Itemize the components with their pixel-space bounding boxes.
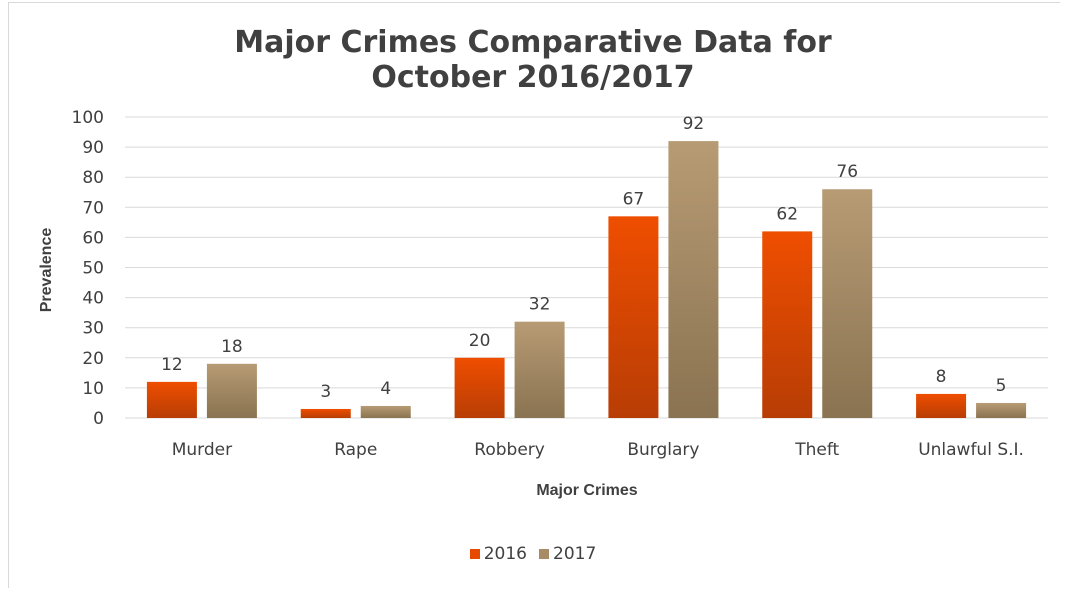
chart-title-line-2: October 2016/2017: [371, 60, 695, 95]
gridlines: [125, 116, 1048, 419]
category-label: Rape: [334, 440, 377, 460]
x-axis-title: Major Crimes: [536, 482, 637, 499]
data-label: 8: [936, 367, 947, 387]
category-label: Robbery: [474, 440, 545, 460]
data-label: 32: [529, 295, 551, 315]
legend-swatch-2016: [469, 549, 480, 559]
category-label: Theft: [794, 440, 839, 460]
y-tick-label: 80: [82, 168, 104, 188]
category-label: Murder: [172, 440, 232, 460]
y-axis-ticks: 0 10 20 30 40 50 60 70 80 90 100: [72, 108, 104, 429]
data-label: 62: [776, 204, 798, 224]
legend-item-2016: 2016: [469, 544, 527, 564]
legend-label-2016: 2016: [483, 544, 527, 564]
legend-label-2017: 2017: [553, 544, 597, 564]
y-tick-label: 100: [72, 108, 104, 128]
y-tick-label: 30: [82, 319, 104, 339]
bar-2016-rape: [300, 408, 351, 418]
y-axis-title: Prevalence: [38, 228, 55, 313]
bar-2017-robbery: [514, 321, 565, 418]
bars: [146, 141, 1027, 418]
y-tick-label: 60: [82, 228, 104, 248]
legend-item-2017: 2017: [539, 544, 596, 564]
bar-2016-murder: [146, 381, 197, 418]
data-label: 18: [221, 337, 243, 357]
category-label: Unlawful S.I.: [918, 440, 1024, 460]
bar-2016-unlawfulsi: [916, 393, 967, 418]
data-label: 5: [996, 376, 1007, 396]
y-tick-label: 10: [82, 379, 104, 399]
data-label: 92: [683, 114, 705, 134]
data-label: 12: [161, 355, 183, 375]
chart-title-line-1: Major Crimes Comparative Data for: [234, 25, 832, 60]
bar-2016-robbery: [454, 357, 505, 418]
x-axis-categories: Murder Rape Robbery Burglary Theft Unlawful S…: [172, 440, 1024, 460]
category-label: Burglary: [627, 440, 699, 460]
bar-2016-burglary: [608, 216, 659, 418]
data-label: 20: [469, 331, 491, 351]
legend-swatch-2017: [539, 549, 549, 559]
bar-2017-theft: [822, 189, 873, 418]
y-tick-label: 20: [82, 349, 104, 369]
data-label: 76: [836, 162, 858, 182]
bar-2017-rape: [360, 405, 411, 418]
y-tick-label: 50: [82, 259, 104, 279]
bar-2017-burglary: [668, 141, 719, 418]
bar-2016-theft: [762, 231, 813, 418]
y-tick-label: 0: [93, 409, 104, 429]
legend: 2016 2017: [0, 544, 1066, 564]
data-labels: 12 18 3 4 20 32 67 92 62 76 8 5: [161, 114, 1006, 402]
y-tick-label: 90: [82, 138, 104, 158]
y-tick-label: 70: [82, 198, 104, 218]
chart-frame: [8, 2, 1060, 588]
bar-2017-unlawfulsi: [976, 402, 1027, 418]
y-tick-label: 40: [82, 289, 104, 309]
data-label: 4: [380, 379, 391, 399]
bar-2017-murder: [206, 363, 257, 418]
data-label: 67: [623, 189, 645, 209]
data-label: 3: [320, 382, 331, 402]
